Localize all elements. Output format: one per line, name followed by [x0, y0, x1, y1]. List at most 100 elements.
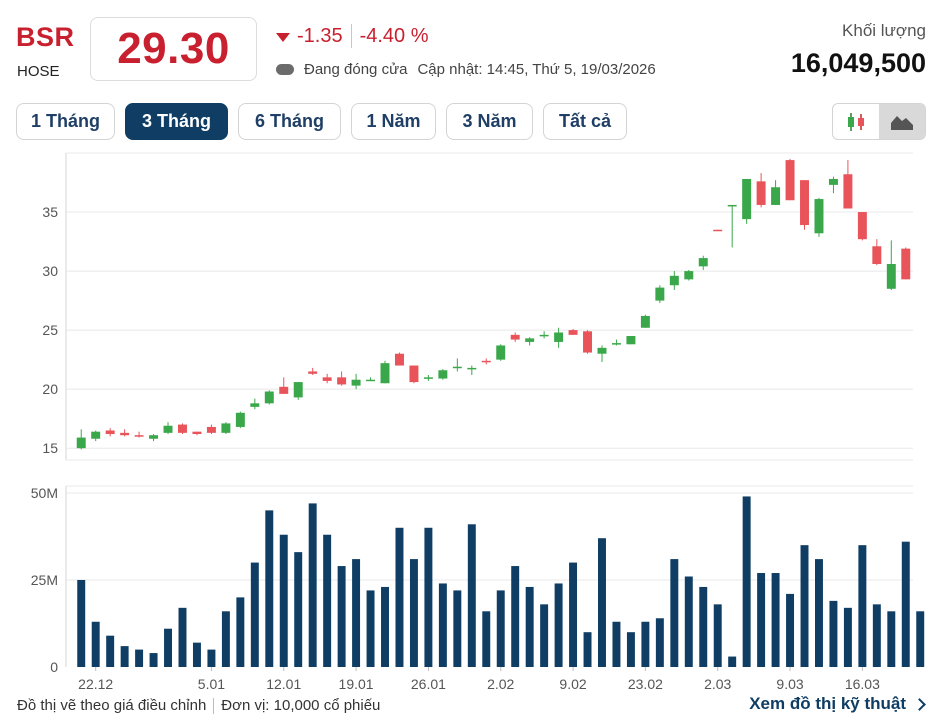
- candlestick-button[interactable]: [833, 104, 879, 139]
- candle-down: [901, 248, 911, 280]
- volume-bar: [699, 586, 708, 667]
- candle-up: [438, 370, 448, 379]
- volume-bar: [424, 527, 433, 667]
- candle-up: [452, 366, 462, 369]
- candle-up: [669, 275, 679, 286]
- tab-3-years[interactable]: 3 Năm: [446, 103, 533, 140]
- candle-down: [713, 229, 723, 232]
- candle-up: [467, 367, 477, 370]
- current-price: 29.30: [117, 24, 230, 73]
- price-tick-label: 35: [42, 204, 58, 220]
- volume-bar: [250, 562, 259, 667]
- candle-up: [684, 271, 694, 280]
- volume-value: 16,049,500: [790, 48, 926, 78]
- volume-bar: [178, 607, 187, 667]
- volume-bar: [800, 545, 809, 667]
- volume-bar: [771, 573, 780, 667]
- volume-bar: [655, 618, 664, 667]
- volume-bar: [381, 586, 389, 667]
- candle-down: [481, 360, 491, 363]
- technical-chart-link[interactable]: Xem đồ thị kỹ thuật: [749, 694, 926, 714]
- tab-1-month[interactable]: 1 Tháng: [16, 103, 115, 140]
- candle-down: [120, 432, 130, 436]
- candle-up: [727, 204, 737, 207]
- area-chart-button[interactable]: [879, 104, 925, 139]
- volume-bar: [670, 559, 679, 667]
- down-arrow-icon: [276, 32, 290, 42]
- tab-1-year[interactable]: 1 Năm: [351, 103, 436, 140]
- stock-chart[interactable]: 15 20 25 30 35 0 25M 50M 22.12 5.01 12.01 19.01 26…: [0, 140, 946, 692]
- period-tabs: 1 Tháng 3 Tháng 6 Tháng 1 Năm 3 Năm Tất …: [16, 103, 637, 140]
- candle-up: [496, 345, 506, 360]
- volume-bar: [221, 611, 230, 667]
- volume-bar: [192, 642, 201, 667]
- price-gridlines: [65, 152, 913, 461]
- candle-up: [163, 425, 173, 433]
- candle-down: [785, 160, 795, 201]
- candle-up: [814, 199, 824, 234]
- candle-up: [235, 412, 245, 427]
- chart-type-toggle: [832, 103, 926, 140]
- candle-up: [149, 435, 159, 439]
- date-axis: 22.12 5.01 12.01 19.01 26.01 2.02 9.02 23.02 2.0…: [78, 667, 880, 692]
- volume-bar: [598, 538, 606, 667]
- volume-bar: [742, 496, 751, 667]
- date-tick-label: 23.02: [628, 676, 663, 692]
- price-change: -1.35 -4.40 %: [276, 24, 429, 48]
- candle-down: [134, 435, 144, 437]
- date-tick-label: 5.01: [198, 676, 225, 692]
- candle-down: [394, 353, 404, 366]
- tab-all[interactable]: Tất cả: [543, 103, 627, 140]
- volume-tick-label: 0: [50, 659, 58, 675]
- status-dot-icon: [276, 64, 294, 75]
- volume-bar: [569, 562, 578, 667]
- date-tick-label: 26.01: [411, 676, 446, 692]
- volume-bar: [337, 566, 346, 667]
- candle-up: [423, 377, 433, 379]
- candle-up: [698, 258, 708, 267]
- volume-bar: [149, 653, 158, 667]
- volume-bar: [511, 566, 520, 667]
- candle-up: [539, 334, 549, 337]
- volume-bar: [482, 611, 491, 667]
- price-box: 29.30: [90, 17, 257, 81]
- candle-up: [91, 431, 101, 439]
- price-tick-label: 15: [42, 440, 58, 456]
- volume-bar: [786, 593, 795, 667]
- candle-up: [221, 423, 231, 433]
- candle-down: [800, 180, 809, 226]
- candle-down: [409, 365, 419, 383]
- volume-bar: [641, 621, 650, 667]
- volume-bar: [352, 559, 361, 667]
- candlestick-icon: [848, 112, 864, 131]
- volume-bar: [135, 649, 144, 667]
- volume-tick-label: 50M: [31, 485, 58, 501]
- candle-down: [308, 371, 318, 374]
- date-tick-label: 2.03: [704, 676, 731, 692]
- price-tick-label: 30: [42, 263, 58, 279]
- candle-down: [583, 331, 593, 353]
- candle-up: [351, 379, 361, 386]
- volume-bar: [453, 590, 462, 667]
- volume-bar: [887, 611, 896, 667]
- volume-bar: [106, 635, 115, 667]
- candle-up: [828, 178, 838, 185]
- tab-6-months[interactable]: 6 Tháng: [238, 103, 341, 140]
- candle-up: [655, 287, 665, 301]
- candle-down: [322, 377, 332, 381]
- candle-up: [626, 336, 636, 345]
- candle-up: [525, 338, 535, 342]
- tab-3-months[interactable]: 3 Tháng: [125, 103, 228, 140]
- volume-bar: [366, 590, 375, 667]
- candle-up: [771, 187, 781, 205]
- volume-bar: [843, 607, 852, 667]
- date-tick-label: 22.12: [78, 676, 113, 692]
- candle-up: [611, 343, 621, 345]
- candle-down: [843, 174, 853, 209]
- price-tick-label: 20: [42, 381, 58, 397]
- volume-bar: [684, 576, 693, 667]
- price-tick-label: 25: [42, 322, 58, 338]
- candle-down: [279, 386, 289, 394]
- market-status: Đang đóng cửa Cập nhật: 14:45, Thứ 5, 19…: [276, 61, 656, 78]
- candle-up: [366, 379, 376, 382]
